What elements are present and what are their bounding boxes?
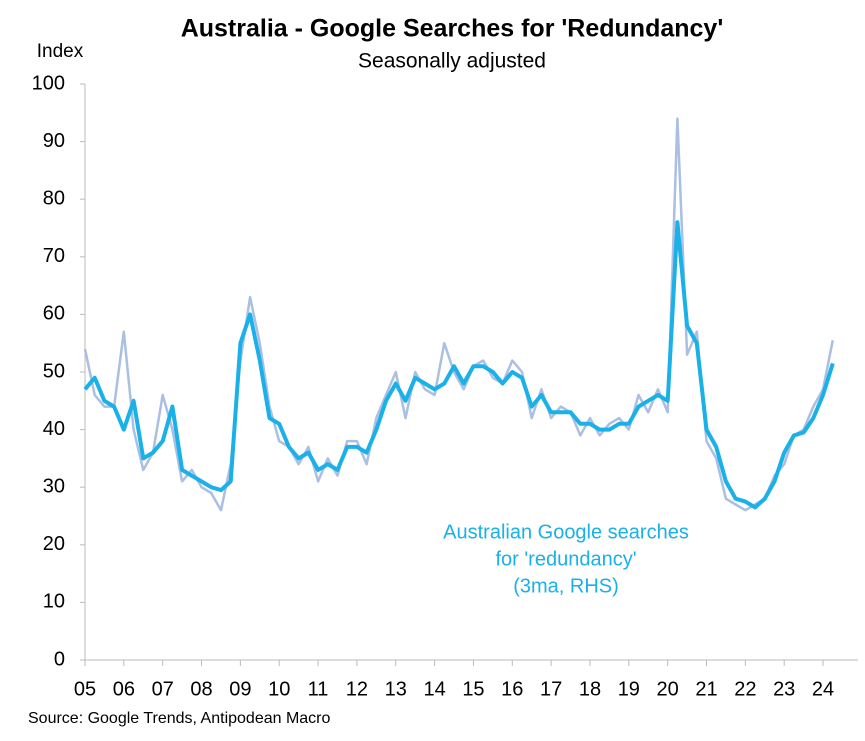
- series-line: [83, 220, 835, 510]
- x-tick-label: 24: [812, 678, 834, 700]
- annotation: for 'redundancy': [495, 548, 636, 570]
- x-tick-label: 19: [618, 678, 640, 700]
- x-tick-label: 14: [423, 678, 445, 700]
- x-tick-label: 22: [734, 678, 756, 700]
- chart-title: Australia - Google Searches for 'Redunda…: [181, 15, 724, 43]
- y-tick-label: 40: [43, 418, 65, 440]
- x-tick-label: 13: [385, 678, 407, 700]
- x-tick-label: 06: [113, 678, 135, 700]
- x-tick-label: 16: [501, 678, 523, 700]
- annotation: Australian Google searches: [443, 521, 689, 543]
- series-line: [83, 117, 835, 512]
- x-tick-label: 07: [152, 678, 174, 700]
- x-tick-label: 17: [540, 678, 562, 700]
- y-tick-label: 0: [54, 648, 65, 670]
- y-tick-label: 20: [43, 533, 65, 555]
- x-tick-label: 12: [346, 678, 368, 700]
- x-tick-label: 20: [657, 678, 679, 700]
- x-tick-label: 23: [773, 678, 795, 700]
- x-tick-label: 15: [462, 678, 484, 700]
- y-tick-label: 70: [43, 245, 65, 267]
- x-tick-label: 11: [308, 678, 329, 700]
- chart-subtitle: Seasonally adjusted: [358, 50, 546, 73]
- x-tick-label: 05: [74, 678, 96, 700]
- annotation: (3ma, RHS): [513, 575, 619, 597]
- y-tick-label: 30: [43, 475, 65, 497]
- x-tick-label: 18: [579, 678, 601, 700]
- y-tick-label: 100: [32, 72, 65, 94]
- x-tick-label: 21: [695, 678, 717, 700]
- x-tick-label: 10: [268, 678, 290, 700]
- y-tick-label: 90: [43, 130, 65, 152]
- y-tick-label: 50: [43, 360, 65, 382]
- y-tick-label: 10: [43, 591, 65, 613]
- y-tick-label: 80: [43, 187, 65, 209]
- x-tick-label: 09: [229, 678, 251, 700]
- source: Source: Google Trends, Antipodean Macro: [28, 710, 331, 727]
- y-tick-label: 60: [43, 303, 65, 325]
- x-tick-label: 08: [190, 678, 212, 700]
- y-axis-label: Index: [37, 41, 84, 62]
